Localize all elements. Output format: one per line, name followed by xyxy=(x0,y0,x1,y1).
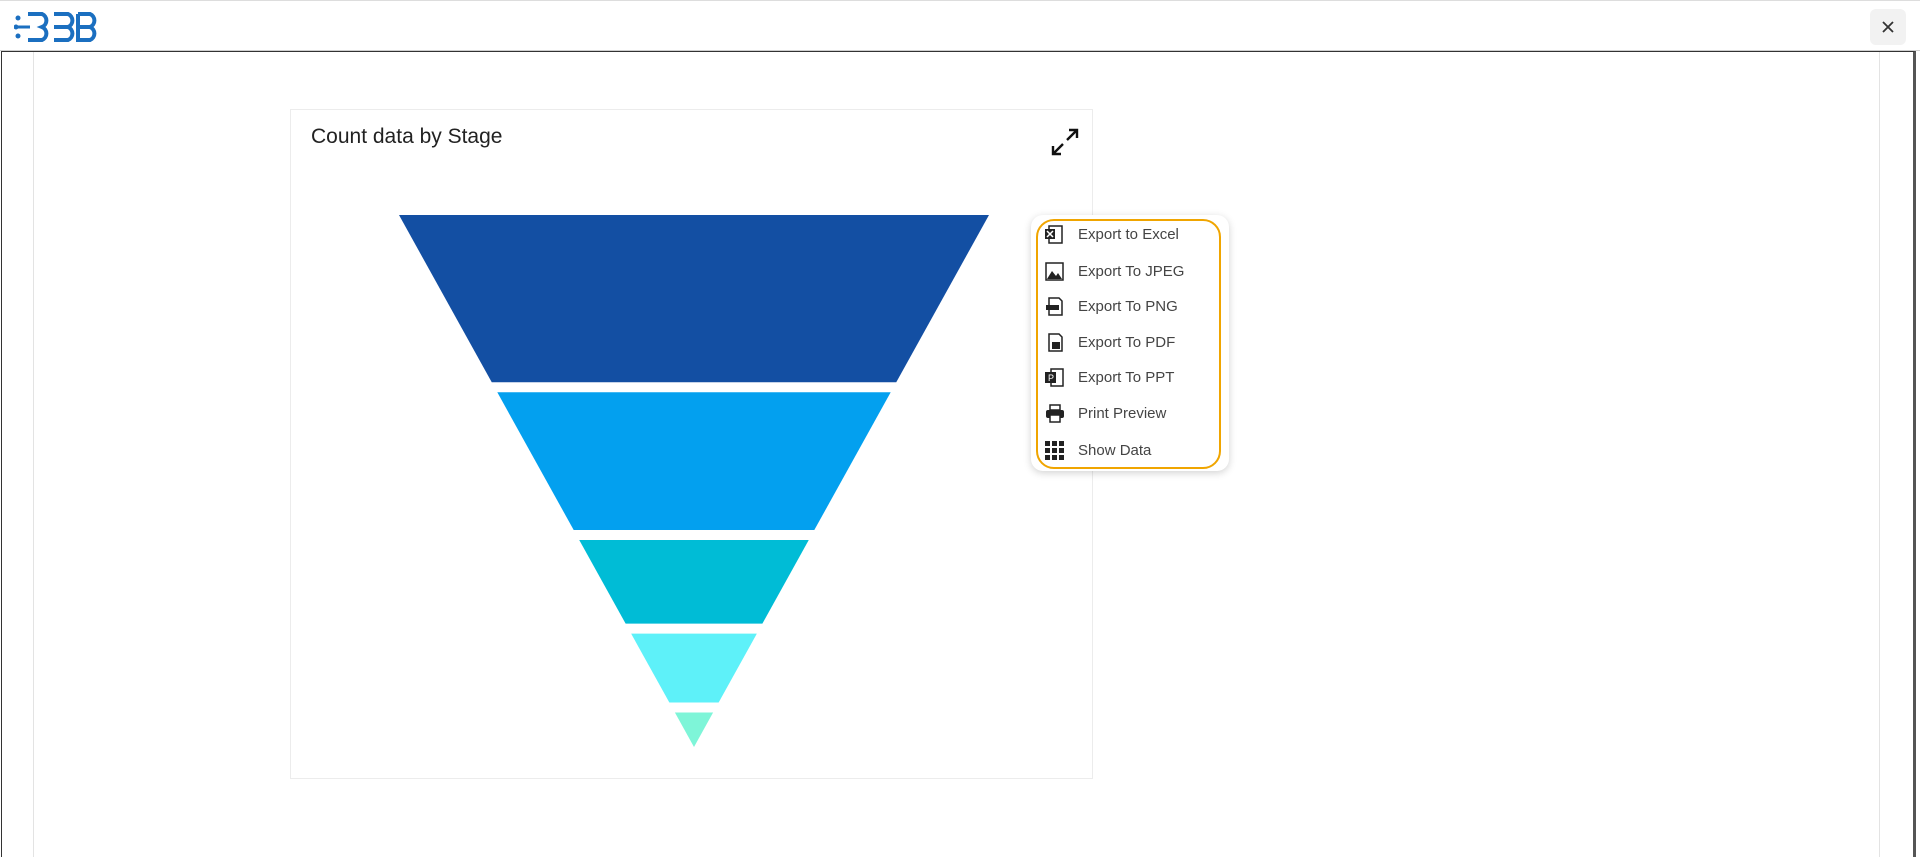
expand-icon[interactable] xyxy=(1051,128,1079,156)
menu-item-label[interactable]: Export to Excel xyxy=(1078,226,1179,243)
funnel-segment[interactable] xyxy=(579,540,809,624)
menu-icon xyxy=(1045,262,1064,281)
menu-item[interactable]: Show Data xyxy=(1031,436,1229,466)
menu-item[interactable]: Print Preview xyxy=(1031,399,1229,429)
menu-item[interactable]: P Export To PPT xyxy=(1031,363,1229,393)
menu-item[interactable]: Export To JPEG xyxy=(1031,257,1229,287)
menu-item[interactable]: Export to Excel xyxy=(1031,220,1229,250)
frame xyxy=(1,51,1916,857)
menu-icon xyxy=(1046,404,1064,423)
menu-icon: P xyxy=(1045,368,1064,387)
menu-item[interactable]: Export To PDF xyxy=(1031,328,1229,358)
menu-icon xyxy=(1045,225,1063,244)
menu-item[interactable]: Export To PNG xyxy=(1031,292,1229,322)
panel xyxy=(33,52,1880,857)
menu-item-label[interactable]: Export To PNG xyxy=(1078,298,1178,315)
funnel-segment[interactable] xyxy=(674,712,714,747)
chart-title: Count data by Stage xyxy=(311,125,503,148)
menu-highlight xyxy=(1036,219,1221,469)
header xyxy=(0,0,1920,51)
logo[interactable] xyxy=(14,10,100,44)
menu-item-label[interactable]: Print Preview xyxy=(1078,405,1167,422)
funnel-segment[interactable] xyxy=(399,215,989,383)
funnel-chart xyxy=(399,215,989,747)
funnel-segment[interactable] xyxy=(497,392,891,531)
funnel-segment[interactable] xyxy=(631,633,757,703)
menu-icon xyxy=(1045,441,1064,460)
menu-item-label[interactable]: Export To PDF xyxy=(1078,334,1176,351)
svg-text:P: P xyxy=(1048,373,1054,383)
close-button[interactable] xyxy=(1870,9,1906,45)
menu-item-label[interactable]: Export To PPT xyxy=(1078,369,1175,386)
menu-item-label[interactable]: Export To JPEG xyxy=(1078,263,1185,280)
menu-icon xyxy=(1046,297,1063,316)
chart-card: Count data by Stage xyxy=(290,109,1093,779)
menu-icon xyxy=(1048,333,1063,352)
export-menu: Export to Excel Export To JPEG Export To P… xyxy=(1031,215,1229,471)
menu-item-label[interactable]: Show Data xyxy=(1078,442,1152,459)
